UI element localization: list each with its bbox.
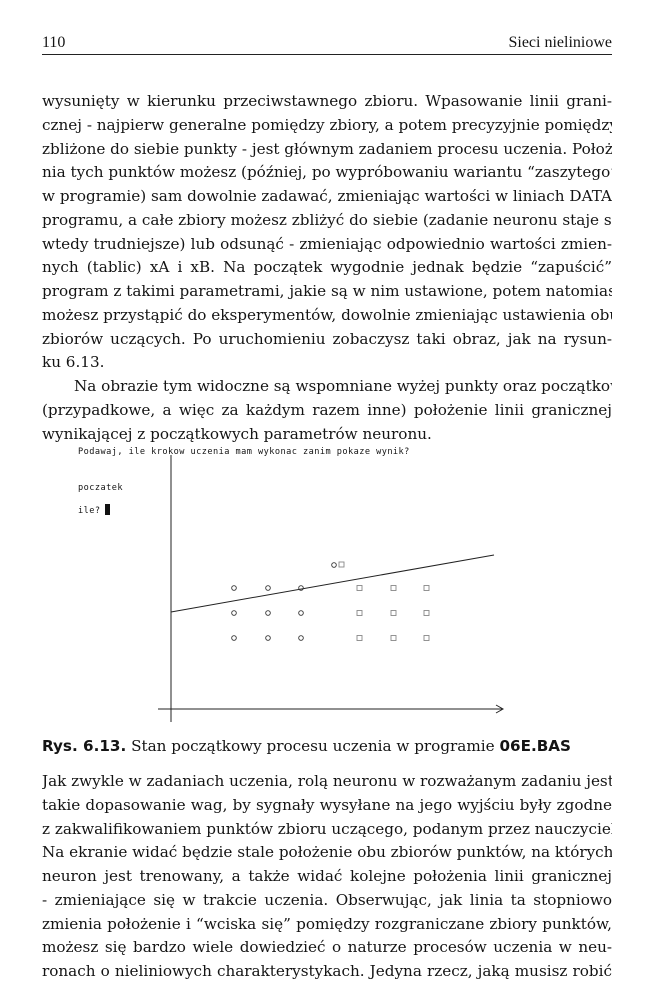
text-line: nych (tablic) xA i xB. Na początek wygod… [42,258,612,277]
screen-input-row: ile? [78,504,110,516]
screen-prompt: Podawaj, ile krokow uczenia mam wykonac … [78,447,410,457]
text-line: program z takimi parametrami, jakie są w… [42,282,612,300]
point-circle [298,585,304,591]
point-square [423,585,430,591]
text-line: (przypadkowe, a więc za każdym razem inn… [42,400,612,419]
point-circle [265,585,271,591]
text-line: takie dopasowanie wag, by sygnały wysyła… [42,795,612,814]
point-square [390,610,397,616]
text-line: ronach o nieliniowych charakterystykach.… [42,962,612,980]
point-circle [231,635,237,641]
text-line: programu, a całe zbiory możesz zbliżyć d… [42,210,612,229]
point-circle [331,562,337,568]
text-line: wysunięty w kierunku przeciwstawnego zbi… [42,92,612,110]
x-axis-arrow [495,704,505,714]
point-square [423,635,430,641]
text-line: z zakwalifikowaniem punktów zbioru ucząc… [42,819,612,838]
screen-status: poczatek [78,483,123,493]
point-circle [265,635,271,641]
point-square [390,585,397,591]
figure-caption: Rys. 6.13. Stan początkowy procesu uczen… [42,737,612,755]
paragraph-2: Na obrazie tym widoczne są wspomniane wy… [42,375,612,446]
point-circle [298,610,304,616]
caption-label: Rys. 6.13. [42,737,127,755]
point-circle [231,585,237,591]
text-line: możesz się bardzo wiele dowiedzieć o nat… [42,938,612,957]
text-cursor-icon [104,504,110,515]
caption-program: 06E.BAS [499,737,571,755]
class-a-points [231,562,337,641]
text-line: cznej - najpierw generalne pomiędzy zbio… [42,115,612,134]
figure-6-13: Podawaj, ile krokow uczenia mam wykonac … [78,443,518,728]
bottom-text: Jak zwykle w zadaniach uczenia, rolą neu… [42,770,612,984]
text-line: ku 6.13. [42,353,105,372]
point-square [356,635,363,641]
text-line: zmienia położenie i “wciska się” pomiędz… [42,914,612,933]
paragraph-1: wysunięty w kierunku przeciwstawnego zbi… [42,90,612,375]
point-square [356,585,363,591]
text-line: zbliżone do siebie punkty - jest głównym… [42,139,612,158]
boundary-line [170,554,495,613]
section-title: Sieci nieliniowe [508,34,612,51]
text-line: neuron jest trenowany, a także widać kol… [42,867,612,885]
text-line: Na ekranie widać będzie stale położenie … [42,843,612,862]
top-text: wysunięty w kierunku przeciwstawnego zbi… [42,90,612,446]
running-head: 110 Sieci nieliniowe [42,34,612,58]
text-line: Jak zwykle w zadaniach uczenia, rolą neu… [42,772,612,790]
point-square [423,610,430,616]
text-line: w programie) sam dowolnie zadawać, zmien… [42,187,612,205]
text-line: możesz przystąpić do eksperymentów, dowo… [42,305,612,324]
text-line: - zmieniające się w trakcie uczenia. Obs… [42,890,612,909]
text-line: Na obrazie tym widoczne są wspomniane wy… [74,377,612,395]
screen-plot [158,455,505,722]
point-square [390,635,397,641]
point-circle [231,610,237,616]
text-line: zbiorów uczących. Po uruchomieniu zobacz… [42,329,612,348]
point-square [356,610,363,616]
text-line: nia tych punktów możesz (później, po wyp… [42,163,612,182]
caption-text: Stan początkowy procesu uczenia w progra… [126,737,500,755]
point-circle [298,635,304,641]
text-line: wtedy trudniejsze) lub odsunąć - zmienia… [42,234,612,253]
text-line: wynikającej z początkowych parametrów ne… [42,424,432,443]
point-square [338,561,345,568]
header-rule [42,54,612,55]
screen-input-label: ile? [78,506,101,516]
page-number: 110 [42,34,66,51]
class-b-points [338,561,430,641]
point-circle [265,610,271,616]
